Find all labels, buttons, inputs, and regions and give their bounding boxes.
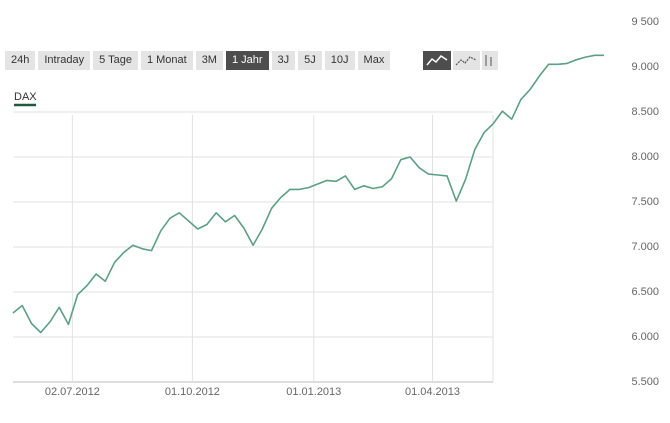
- y-tick-label: 8.500: [631, 106, 659, 118]
- range-button[interactable]: 3J: [271, 51, 296, 70]
- range-button[interactable]: 5 Tage: [93, 51, 138, 70]
- x-tick-label: 01.04.2013: [405, 386, 460, 398]
- y-tick-label: 7.500: [631, 196, 659, 208]
- legend-label: DAX: [14, 91, 37, 103]
- range-toolbar: 24h Intraday 5 Tage 1 Monat 3M 1 Jahr 3J 5J 10J M…: [5, 51, 393, 70]
- x-tick-label: 01.01.2013: [286, 386, 341, 398]
- y-tick-label: 7.000: [631, 241, 659, 253]
- range-button[interactable]: Max: [357, 51, 391, 70]
- range-button[interactable]: 24h: [5, 51, 36, 70]
- x-tick-label: 02.07.2012: [45, 386, 100, 398]
- range-button[interactable]: Intraday: [38, 51, 91, 70]
- y-tick-label: 6.500: [631, 286, 659, 298]
- x-tick-label: 01.10.2012: [165, 386, 220, 398]
- chart-style-icons: [423, 51, 498, 70]
- y-tick-label: 9 500: [631, 16, 659, 28]
- range-button[interactable]: 10J: [324, 51, 355, 70]
- y-tick-label: 9.000: [631, 61, 659, 73]
- y-tick-label: 8.000: [631, 151, 659, 163]
- range-button[interactable]: 5J: [298, 51, 322, 70]
- y-tick-label: 6.000: [631, 331, 659, 343]
- price-line: [12, 54, 604, 334]
- mountain-icon: [455, 56, 477, 66]
- mountain-icon-button[interactable]: [453, 51, 480, 70]
- range-button[interactable]: 1 Jahr: [225, 51, 269, 70]
- line-icon: [426, 55, 448, 66]
- y-tick-label: 5.500: [631, 376, 659, 388]
- range-button[interactable]: 3M: [195, 51, 223, 70]
- range-button[interactable]: 1 Monat: [140, 51, 193, 70]
